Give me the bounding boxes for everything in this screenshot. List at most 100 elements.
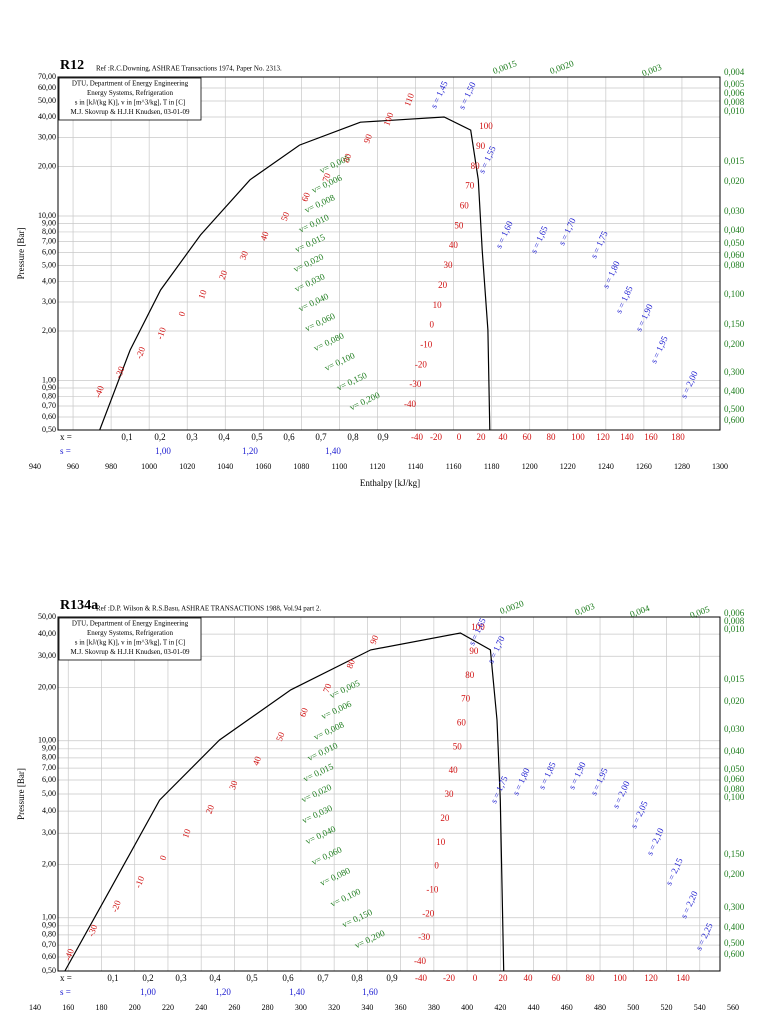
quality-label: 0,6 — [282, 973, 294, 983]
isentrope-label: s = 1,50 — [457, 80, 478, 111]
isotherm-label: 40 — [251, 754, 264, 766]
isochore-label: 0,020 — [724, 696, 745, 706]
y-tick-label: 6,00 — [42, 775, 56, 784]
y-tick-label: 5,00 — [42, 260, 56, 269]
quality-label: 0,4 — [218, 432, 230, 442]
y-tick-label: 0,80 — [42, 930, 56, 939]
x-tick-label: 1020 — [179, 462, 195, 471]
reference: Ref :R.C.Downing, ASHRAE Transactions 19… — [96, 65, 282, 73]
isochore-label: v= 0,006 — [320, 698, 354, 721]
y-tick-label: 0,50 — [42, 425, 56, 434]
x-tick-label: 1100 — [332, 462, 348, 471]
isochore-label: v= 0,080 — [312, 330, 346, 353]
quality-label: 0,9 — [386, 973, 398, 983]
x-tick-label: 360 — [395, 1003, 407, 1012]
isochore-label: 0,060 — [724, 774, 745, 784]
isochore-label: 0,080 — [724, 260, 745, 270]
y-tick-label: 20,00 — [38, 161, 56, 170]
isochore-label: 0,008 — [724, 616, 745, 626]
y-tick-label: 0,60 — [42, 412, 56, 421]
x-tick-label: 1200 — [522, 462, 538, 471]
y-axis-label: Pressure [Bar] — [16, 228, 26, 280]
isotherm-label: 60 — [300, 191, 313, 203]
isentrope-label: s = 1,95 — [589, 766, 610, 797]
x-tick-label: 220 — [162, 1003, 174, 1012]
reference: Ref :D.P. Wilson & R.S.Basu, ASHRAE TRAN… — [96, 605, 321, 613]
isotherm-label: 50 — [453, 741, 463, 751]
quality-label: 0,5 — [251, 432, 263, 442]
isotherm-label: 50 — [279, 210, 292, 222]
isotherm-label: 80 — [341, 152, 354, 164]
x-tick-label: 1280 — [674, 462, 690, 471]
quality-label: 0,1 — [121, 432, 132, 442]
temperature-axis-label: 140 — [620, 432, 634, 442]
isotherm-label: 30 — [445, 789, 455, 799]
x-tick-label: 1240 — [598, 462, 614, 471]
isochore-label: v= 0,015 — [293, 232, 327, 255]
temperature-axis-label: 140 — [676, 973, 690, 983]
isotherm-label: 80 — [344, 658, 357, 670]
isentrope-label: s = 2,20 — [679, 889, 700, 920]
isochore-label: 0,040 — [724, 225, 745, 235]
entropy-prefix: s = — [60, 987, 71, 997]
temperature-axis-label: 160 — [644, 432, 658, 442]
isochore-label: 0,300 — [724, 367, 745, 377]
isochore-label: 0,200 — [724, 869, 745, 879]
quality-label: 0,2 — [142, 973, 153, 983]
isotherm-label: 20 — [438, 280, 448, 290]
quality-label: 0,1 — [107, 973, 118, 983]
info-line: s in [kJ/(kg K)], v in [m^3/kg], T in [C… — [75, 99, 186, 107]
isochore-label: 0,500 — [724, 938, 745, 948]
isotherm-label: -40 — [62, 947, 76, 962]
isochore-label: 0,080 — [724, 784, 745, 794]
x-tick-label: 1220 — [560, 462, 576, 471]
x-tick-label: 440 — [528, 1003, 540, 1012]
x-tick-label: 560 — [727, 1003, 739, 1012]
x-tick-label: 420 — [494, 1003, 506, 1012]
isochore-label: v= 0,040 — [297, 291, 331, 314]
y-tick-label: 1,00 — [42, 913, 56, 922]
quality-label: 0,3 — [175, 973, 187, 983]
isotherm-label: 70 — [465, 181, 475, 191]
isochore-label: 0,100 — [724, 792, 745, 802]
isentrope-label: s = 2,00 — [611, 779, 632, 810]
isotherm-label: -10 — [420, 339, 432, 349]
temperature-axis-label: 120 — [596, 432, 610, 442]
info-line: M.J. Skovrup & H.J.H Knudsen, 03-01-09 — [71, 108, 191, 116]
temperature-axis-label: 40 — [524, 973, 534, 983]
isentrope-label: s = 1,65 — [467, 616, 488, 647]
isochore-label: 0,150 — [724, 319, 745, 329]
y-tick-label: 8,00 — [42, 753, 56, 762]
entropy-axis-label: 1,00 — [155, 446, 171, 456]
info-box — [58, 77, 202, 121]
quality-label: 0,9 — [377, 432, 389, 442]
isotherm-label: 60 — [297, 706, 310, 718]
info-line: Energy Systems, Refrigeration — [87, 89, 173, 97]
isotherm-label: 0 — [157, 853, 168, 861]
isotherm-label: 90 — [469, 646, 479, 656]
isotherm-label: 60 — [460, 200, 470, 210]
entropy-axis-label: 1,60 — [362, 987, 378, 997]
isochore-label: v= 0,150 — [341, 907, 375, 930]
info-line: M.J. Skovrup & H.J.H Knudsen, 03-01-09 — [71, 648, 191, 656]
isochore-label: 0,400 — [724, 386, 745, 396]
isochore-label: v= 0,040 — [304, 823, 338, 846]
isentrope-label: s = 1,80 — [601, 259, 622, 290]
isochore-label: 0,500 — [724, 404, 745, 414]
y-tick-label: 3,00 — [42, 297, 56, 306]
x-tick-label: 280 — [262, 1003, 274, 1012]
isotherm-label: 10 — [196, 288, 209, 300]
temperature-axis-label: -20 — [443, 973, 455, 983]
isentrope-label: s = 2,10 — [645, 826, 666, 857]
isochore-label: 0,015 — [724, 156, 745, 166]
y-tick-label: 0,70 — [42, 940, 56, 949]
isochore-label: 0,050 — [724, 764, 745, 774]
isochore-label: 0,050 — [724, 238, 745, 248]
y-tick-label: 0,90 — [42, 383, 56, 392]
isochore-label: v= 0,005 — [318, 153, 352, 176]
temperature-axis-label: 100 — [571, 432, 585, 442]
x-tick-label: 1080 — [293, 462, 309, 471]
y-tick-label: 7,00 — [42, 763, 56, 772]
isotherm-label: -10 — [154, 325, 168, 340]
